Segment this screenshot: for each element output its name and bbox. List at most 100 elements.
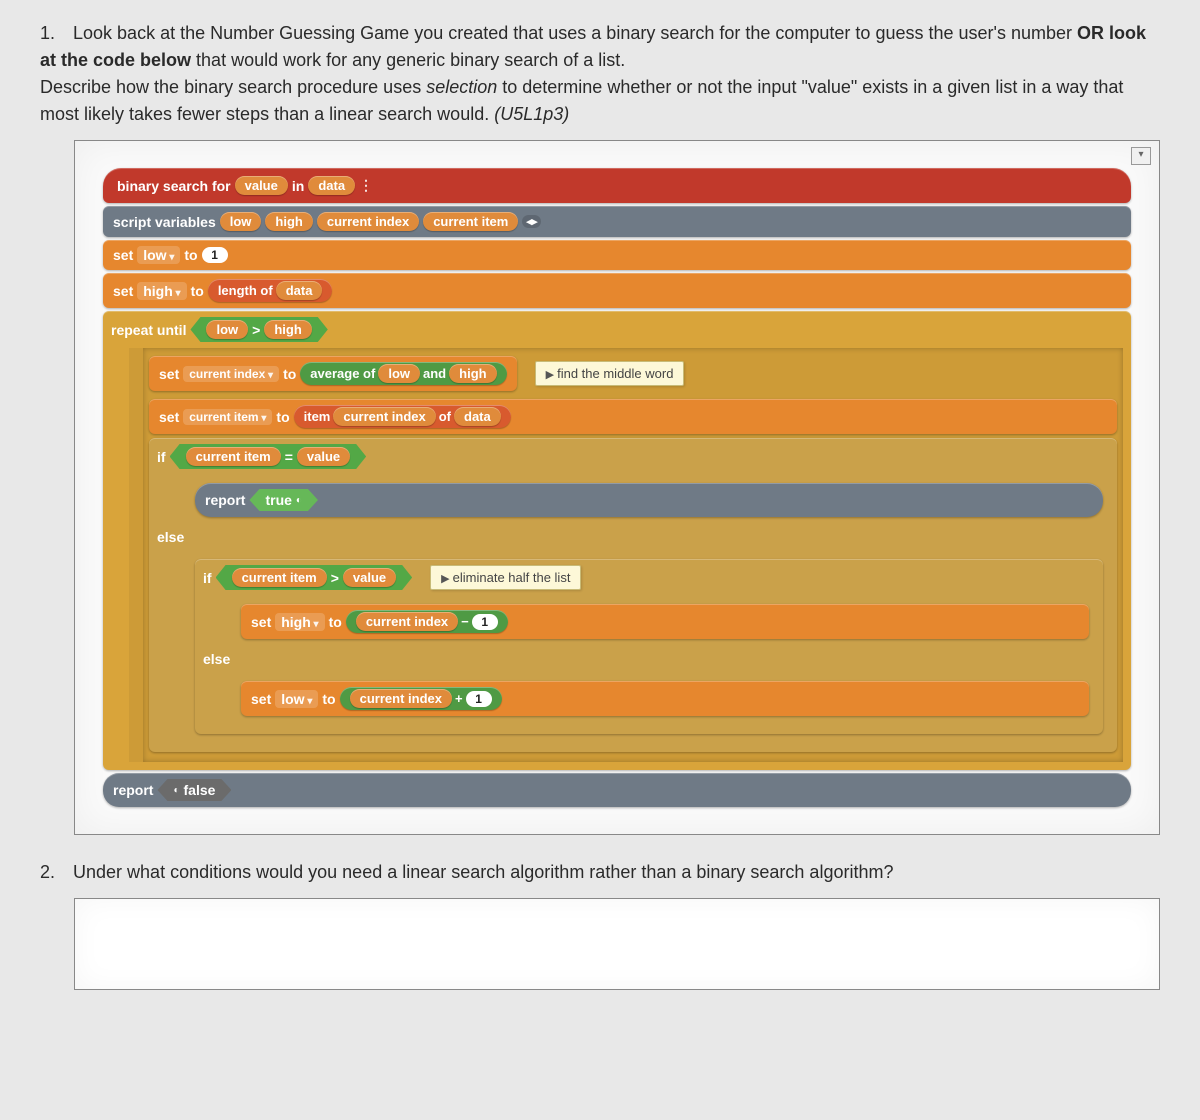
q1-number: 1. bbox=[40, 20, 68, 47]
to-label5: to bbox=[329, 614, 342, 630]
minus-left[interactable]: current index bbox=[356, 612, 458, 631]
report-true-block[interactable]: report true ◐ bbox=[195, 483, 1103, 517]
set-low-plus-block[interactable]: set low to current index + 1 bbox=[241, 681, 1089, 716]
report-label1: report bbox=[205, 492, 245, 508]
question-2: 2. Under what conditions would you need … bbox=[40, 859, 1160, 886]
hat-text-a: binary search for bbox=[117, 178, 231, 194]
question-1: 1. Look back at the Number Guessing Game… bbox=[40, 20, 1160, 128]
plus-left[interactable]: current index bbox=[350, 689, 452, 708]
sv-arrows-icon[interactable]: ◂▸ bbox=[522, 215, 541, 228]
avg-high[interactable]: high bbox=[449, 364, 496, 383]
script-variables-block[interactable]: script variables low high current index … bbox=[103, 206, 1131, 237]
eq-left[interactable]: current item bbox=[186, 447, 281, 466]
repeat-body: set current index to average of low and … bbox=[129, 348, 1123, 762]
hat-arg-value[interactable]: value bbox=[235, 176, 288, 195]
sv-current-item[interactable]: current item bbox=[423, 212, 518, 231]
gt-right[interactable]: value bbox=[343, 568, 396, 587]
report-label2: report bbox=[113, 782, 153, 798]
q1-line2a: Describe how the binary search procedure… bbox=[40, 77, 426, 97]
repeat-cond[interactable]: low > high bbox=[190, 317, 327, 342]
report-false-block[interactable]: report ◐ false bbox=[103, 773, 1131, 807]
container-dropdown-icon[interactable]: ▾ bbox=[1131, 147, 1151, 165]
hat-arg-data[interactable]: data bbox=[308, 176, 355, 195]
avg-label: average of bbox=[310, 366, 375, 381]
set-low-var2[interactable]: low bbox=[275, 690, 318, 708]
item-idx[interactable]: current index bbox=[333, 407, 435, 426]
nif-cond-gt[interactable]: current item > value bbox=[216, 565, 413, 590]
nelse-body: set low to current index + 1 bbox=[221, 673, 1095, 726]
average-reporter[interactable]: average of low and high bbox=[300, 362, 506, 385]
if-else-block[interactable]: if current item = value report true bbox=[149, 438, 1117, 752]
eq-right[interactable]: value bbox=[297, 447, 350, 466]
set-citem-var[interactable]: current item bbox=[183, 409, 272, 425]
set-high-var[interactable]: high bbox=[137, 282, 186, 300]
false-label: false bbox=[184, 782, 216, 798]
of-label: of bbox=[439, 409, 451, 424]
to-label3: to bbox=[283, 366, 296, 382]
hat-block[interactable]: binary search for value in data ⋮ bbox=[103, 168, 1131, 203]
if-body: report true ◐ bbox=[175, 475, 1109, 527]
set-ci-block[interactable]: set current index to average of low and … bbox=[149, 356, 517, 391]
if-label: if bbox=[157, 449, 166, 465]
set-high-minus-block[interactable]: set high to current index − 1 bbox=[241, 604, 1089, 639]
q1-ref: (U5L1p3) bbox=[494, 104, 569, 124]
q1-line1b: that would work for any generic binary s… bbox=[196, 50, 625, 70]
set-label5: set bbox=[251, 614, 271, 630]
item-data[interactable]: data bbox=[454, 407, 501, 426]
hat-list-icon: ⋮ bbox=[359, 177, 373, 194]
scriptvars-label: script variables bbox=[113, 214, 216, 230]
hat-text-b: in bbox=[292, 178, 304, 194]
set-high-var2[interactable]: high bbox=[275, 613, 324, 631]
repeat-until-label: repeat until bbox=[111, 322, 186, 338]
q2-answer-box[interactable] bbox=[74, 898, 1160, 990]
plus-label: + bbox=[455, 691, 463, 706]
bool-true[interactable]: true ◐ bbox=[249, 489, 318, 511]
sv-current-index[interactable]: current index bbox=[317, 212, 419, 231]
set-citem-block[interactable]: set current item to item current index o… bbox=[149, 399, 1117, 434]
set-label2: set bbox=[113, 283, 133, 299]
gt-left[interactable]: current item bbox=[232, 568, 327, 587]
comment-middle[interactable]: find the middle word bbox=[535, 361, 685, 386]
sv-high[interactable]: high bbox=[265, 212, 312, 231]
bool-false[interactable]: ◐ false bbox=[157, 779, 231, 801]
true-label: true bbox=[265, 492, 291, 508]
minus-label: − bbox=[461, 614, 469, 629]
comment-half[interactable]: eliminate half the list bbox=[430, 565, 581, 590]
avg-low[interactable]: low bbox=[378, 364, 420, 383]
set-label4: set bbox=[159, 409, 179, 425]
to-label2: to bbox=[191, 283, 204, 299]
plus-reporter[interactable]: current index + 1 bbox=[340, 687, 502, 710]
repeat-until-block[interactable]: repeat until low > high set current inde… bbox=[103, 311, 1131, 770]
set-low-block[interactable]: set low to 1 bbox=[103, 240, 1131, 270]
false-toggle-icon: ◐ bbox=[173, 785, 179, 796]
sv-low[interactable]: low bbox=[220, 212, 262, 231]
else-body: if current item > value eliminate half t… bbox=[175, 551, 1109, 744]
set-low-var[interactable]: low bbox=[137, 246, 180, 264]
set-ci-var[interactable]: current index bbox=[183, 366, 279, 382]
nif-body: set high to current index − 1 bbox=[221, 596, 1095, 649]
cond-high[interactable]: high bbox=[264, 320, 311, 339]
length-of-reporter[interactable]: length of data bbox=[208, 279, 333, 302]
gt-label: > bbox=[252, 322, 260, 338]
else-label: else bbox=[157, 529, 184, 545]
item-of-reporter[interactable]: item current index of data bbox=[294, 405, 511, 428]
set-label3: set bbox=[159, 366, 179, 382]
set-low-value[interactable]: 1 bbox=[202, 247, 228, 263]
minus-reporter[interactable]: current index − 1 bbox=[346, 610, 508, 633]
code-container: ▾ binary search for value in data ⋮ scri… bbox=[74, 140, 1160, 835]
to-label4: to bbox=[276, 409, 289, 425]
set-high-block[interactable]: set high to length of data bbox=[103, 273, 1131, 308]
cond-low[interactable]: low bbox=[206, 320, 248, 339]
q2-text: Under what conditions would you need a l… bbox=[73, 862, 893, 882]
minus-right[interactable]: 1 bbox=[472, 614, 498, 630]
to-label6: to bbox=[322, 691, 335, 707]
snap-script: binary search for value in data ⋮ script… bbox=[103, 168, 1131, 807]
to-label: to bbox=[184, 247, 197, 263]
nested-if-else-block[interactable]: if current item > value eliminate half t… bbox=[195, 559, 1103, 734]
if-cond-eq[interactable]: current item = value bbox=[170, 444, 367, 469]
q1-line1a: Look back at the Number Guessing Game yo… bbox=[73, 23, 1077, 43]
length-of-arg[interactable]: data bbox=[276, 281, 323, 300]
q2-number: 2. bbox=[40, 859, 68, 886]
set-label6: set bbox=[251, 691, 271, 707]
plus-right[interactable]: 1 bbox=[466, 691, 492, 707]
